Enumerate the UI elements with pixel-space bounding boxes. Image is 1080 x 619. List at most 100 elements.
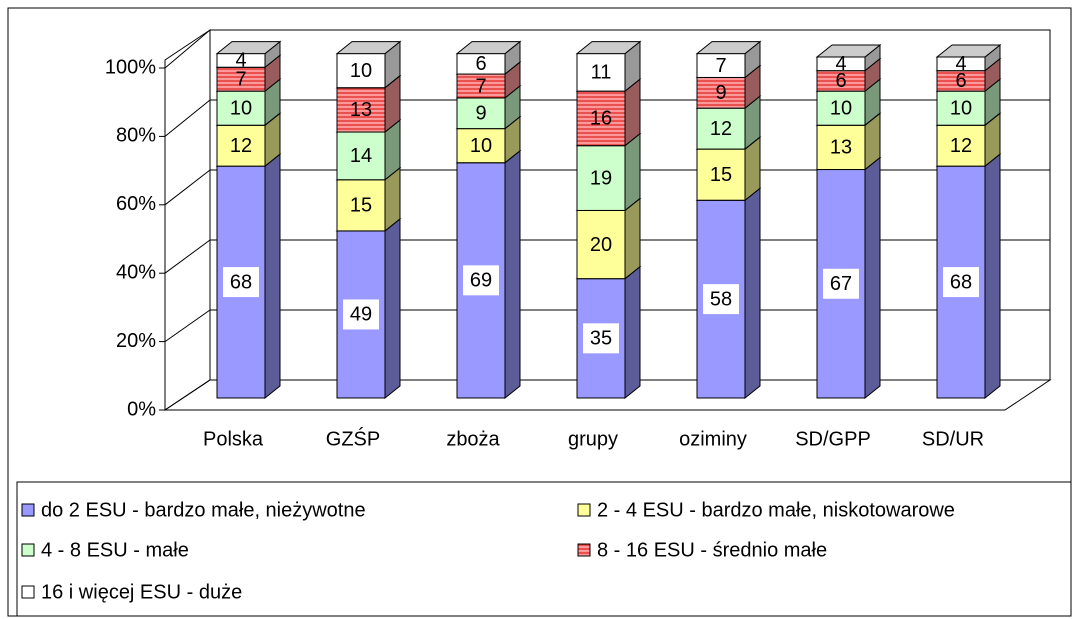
bar-segment [936, 124, 986, 167]
data-label: 49 [350, 304, 372, 326]
bar-top [575, 41, 642, 55]
data-label: 14 [350, 145, 372, 167]
bar-top [455, 41, 522, 55]
data-label: 13 [830, 137, 852, 159]
legend-marker [577, 543, 591, 557]
bar-side [384, 217, 401, 400]
bar-side [624, 132, 641, 212]
bar-top [695, 41, 762, 55]
data-label-bg [583, 323, 619, 354]
bar-segment [816, 90, 866, 126]
y-tick-label: 20% [116, 330, 156, 352]
legend-marker [21, 503, 35, 517]
legend-marker [21, 585, 35, 599]
data-label: 69 [470, 270, 492, 292]
bar-side [624, 197, 641, 280]
data-label: 10 [230, 97, 252, 119]
x-tick-label: grupy [568, 428, 618, 450]
data-label: 4 [235, 50, 246, 72]
grid-line [164, 309, 211, 343]
data-label: 10 [830, 97, 852, 119]
data-label: 6 [475, 53, 486, 75]
grid-line [164, 29, 211, 69]
data-label-bg [823, 268, 859, 299]
grid-line [164, 379, 211, 411]
legend-label: 2 - 4 ESU - bardzo małe, niskotowarowe [597, 499, 955, 521]
data-label-bg [223, 267, 259, 298]
data-label: 7 [235, 68, 246, 90]
legend-label: 8 - 16 ESU - średnio małe [597, 539, 827, 561]
data-label-bg [943, 267, 979, 298]
bar-side [624, 265, 641, 400]
data-label: 10 [950, 97, 972, 119]
data-label: 12 [230, 135, 252, 157]
data-label: 67 [830, 273, 852, 295]
y-tick-label: 0% [127, 398, 156, 420]
data-label: 4 [955, 53, 966, 75]
bar-segment [336, 131, 386, 181]
bar-top [335, 41, 402, 55]
data-label: 11 [591, 62, 612, 84]
x-tick-label: GZŚP [326, 426, 380, 450]
bar-segment [696, 148, 746, 201]
bar-side [744, 187, 761, 400]
left-wall [164, 29, 211, 411]
x-tick-label: SD/UR [922, 428, 984, 450]
grid-line [164, 239, 211, 274]
grid-line [164, 169, 211, 206]
data-label: 6 [835, 70, 846, 92]
legend-marker [21, 543, 35, 557]
data-label: 16 [590, 108, 612, 130]
data-label: 9 [475, 103, 486, 125]
data-label-bg [343, 299, 379, 330]
grid-line [164, 99, 211, 137]
bar-top [935, 44, 1002, 58]
legend-marker [577, 503, 591, 517]
bar-segment [816, 124, 866, 171]
bar-segment [216, 124, 266, 167]
data-label-bg [463, 265, 499, 296]
legend-label: do 2 ESU - bardzo małe, nieżywotne [41, 499, 366, 521]
data-label: 35 [590, 328, 612, 350]
y-tick-label: 60% [116, 193, 156, 215]
bar-side [504, 149, 521, 400]
bar-segment [336, 53, 386, 89]
data-label: 68 [230, 271, 252, 293]
x-tick-label: zboża [446, 428, 500, 450]
x-tick-label: oziminy [679, 428, 747, 450]
data-label: 12 [710, 118, 732, 140]
data-label: 13 [350, 99, 372, 121]
legend-label: 4 - 8 ESU - małe [41, 539, 189, 561]
data-label: 58 [710, 288, 732, 310]
data-label: 15 [350, 195, 372, 217]
bar-segment [696, 107, 746, 150]
data-label: 9 [715, 82, 726, 104]
x-tick-label: SD/GPP [795, 428, 871, 450]
y-tick-label: 100% [105, 56, 156, 78]
bar-segment [696, 76, 746, 109]
data-label: 7 [475, 75, 486, 97]
legend-box [16, 481, 1072, 617]
data-label: 15 [710, 164, 732, 186]
bar-side [864, 156, 881, 400]
bar-segment [456, 97, 506, 130]
data-label: 4 [835, 53, 846, 75]
y-tick-label: 40% [116, 261, 156, 283]
x-tick-label: Polska [203, 428, 264, 450]
y-tick-label: 80% [116, 125, 156, 147]
data-label-bg [703, 284, 739, 315]
data-label: 10 [350, 60, 372, 82]
data-label: 6 [955, 70, 966, 92]
data-label: 20 [590, 234, 612, 256]
data-label: 7 [715, 55, 726, 77]
data-label: 68 [950, 271, 972, 293]
data-label: 10 [470, 135, 492, 157]
bar-segment [576, 209, 626, 280]
legend-label: 16 i więcej ESU - duże [41, 581, 242, 603]
bar-segment [576, 90, 626, 147]
data-label: 19 [590, 167, 612, 189]
bar-segment [336, 87, 386, 133]
bar-side [264, 153, 281, 400]
bar-top [815, 44, 882, 58]
